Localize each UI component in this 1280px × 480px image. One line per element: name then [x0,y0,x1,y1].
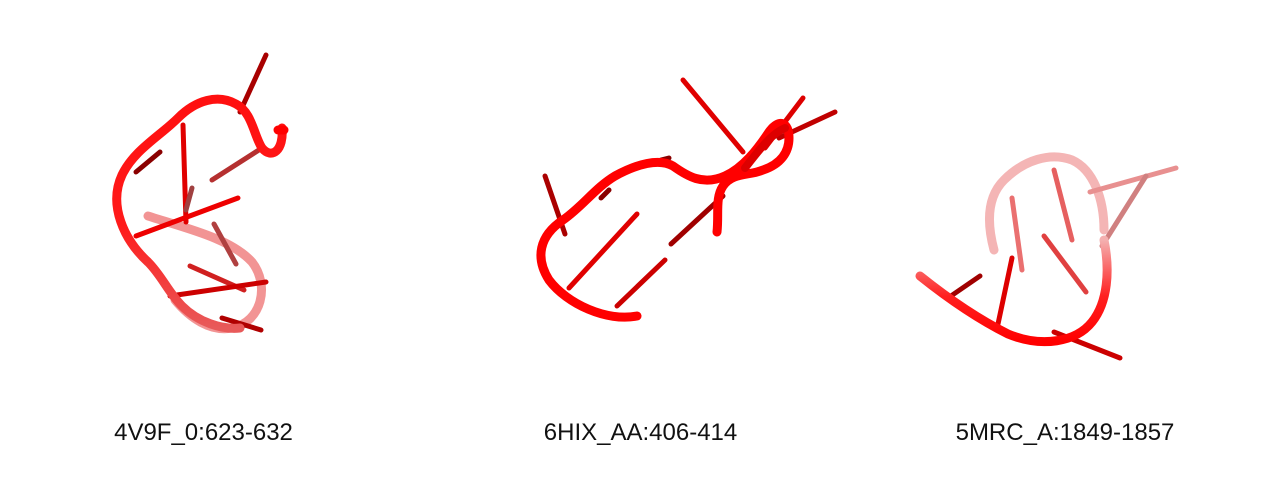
rna-structure-image-3 [915,152,1179,361]
rna-structure-image-1 [112,52,289,334]
structure-label-3: 5MRC_A:1849-1857 [955,419,1175,446]
structure-label-1: 4V9F_0:623-632 [114,419,293,446]
structure-panel-2: 6HIX_AA:406-414 [427,0,854,480]
structure-panel-3: 5MRC_A:1849-1857 [854,0,1280,480]
structure-panel-1: 4V9F_0:623-632 [0,0,427,480]
rna-structure-image-2 [536,77,838,322]
structure-label-2: 6HIX_AA:406-414 [543,419,738,446]
